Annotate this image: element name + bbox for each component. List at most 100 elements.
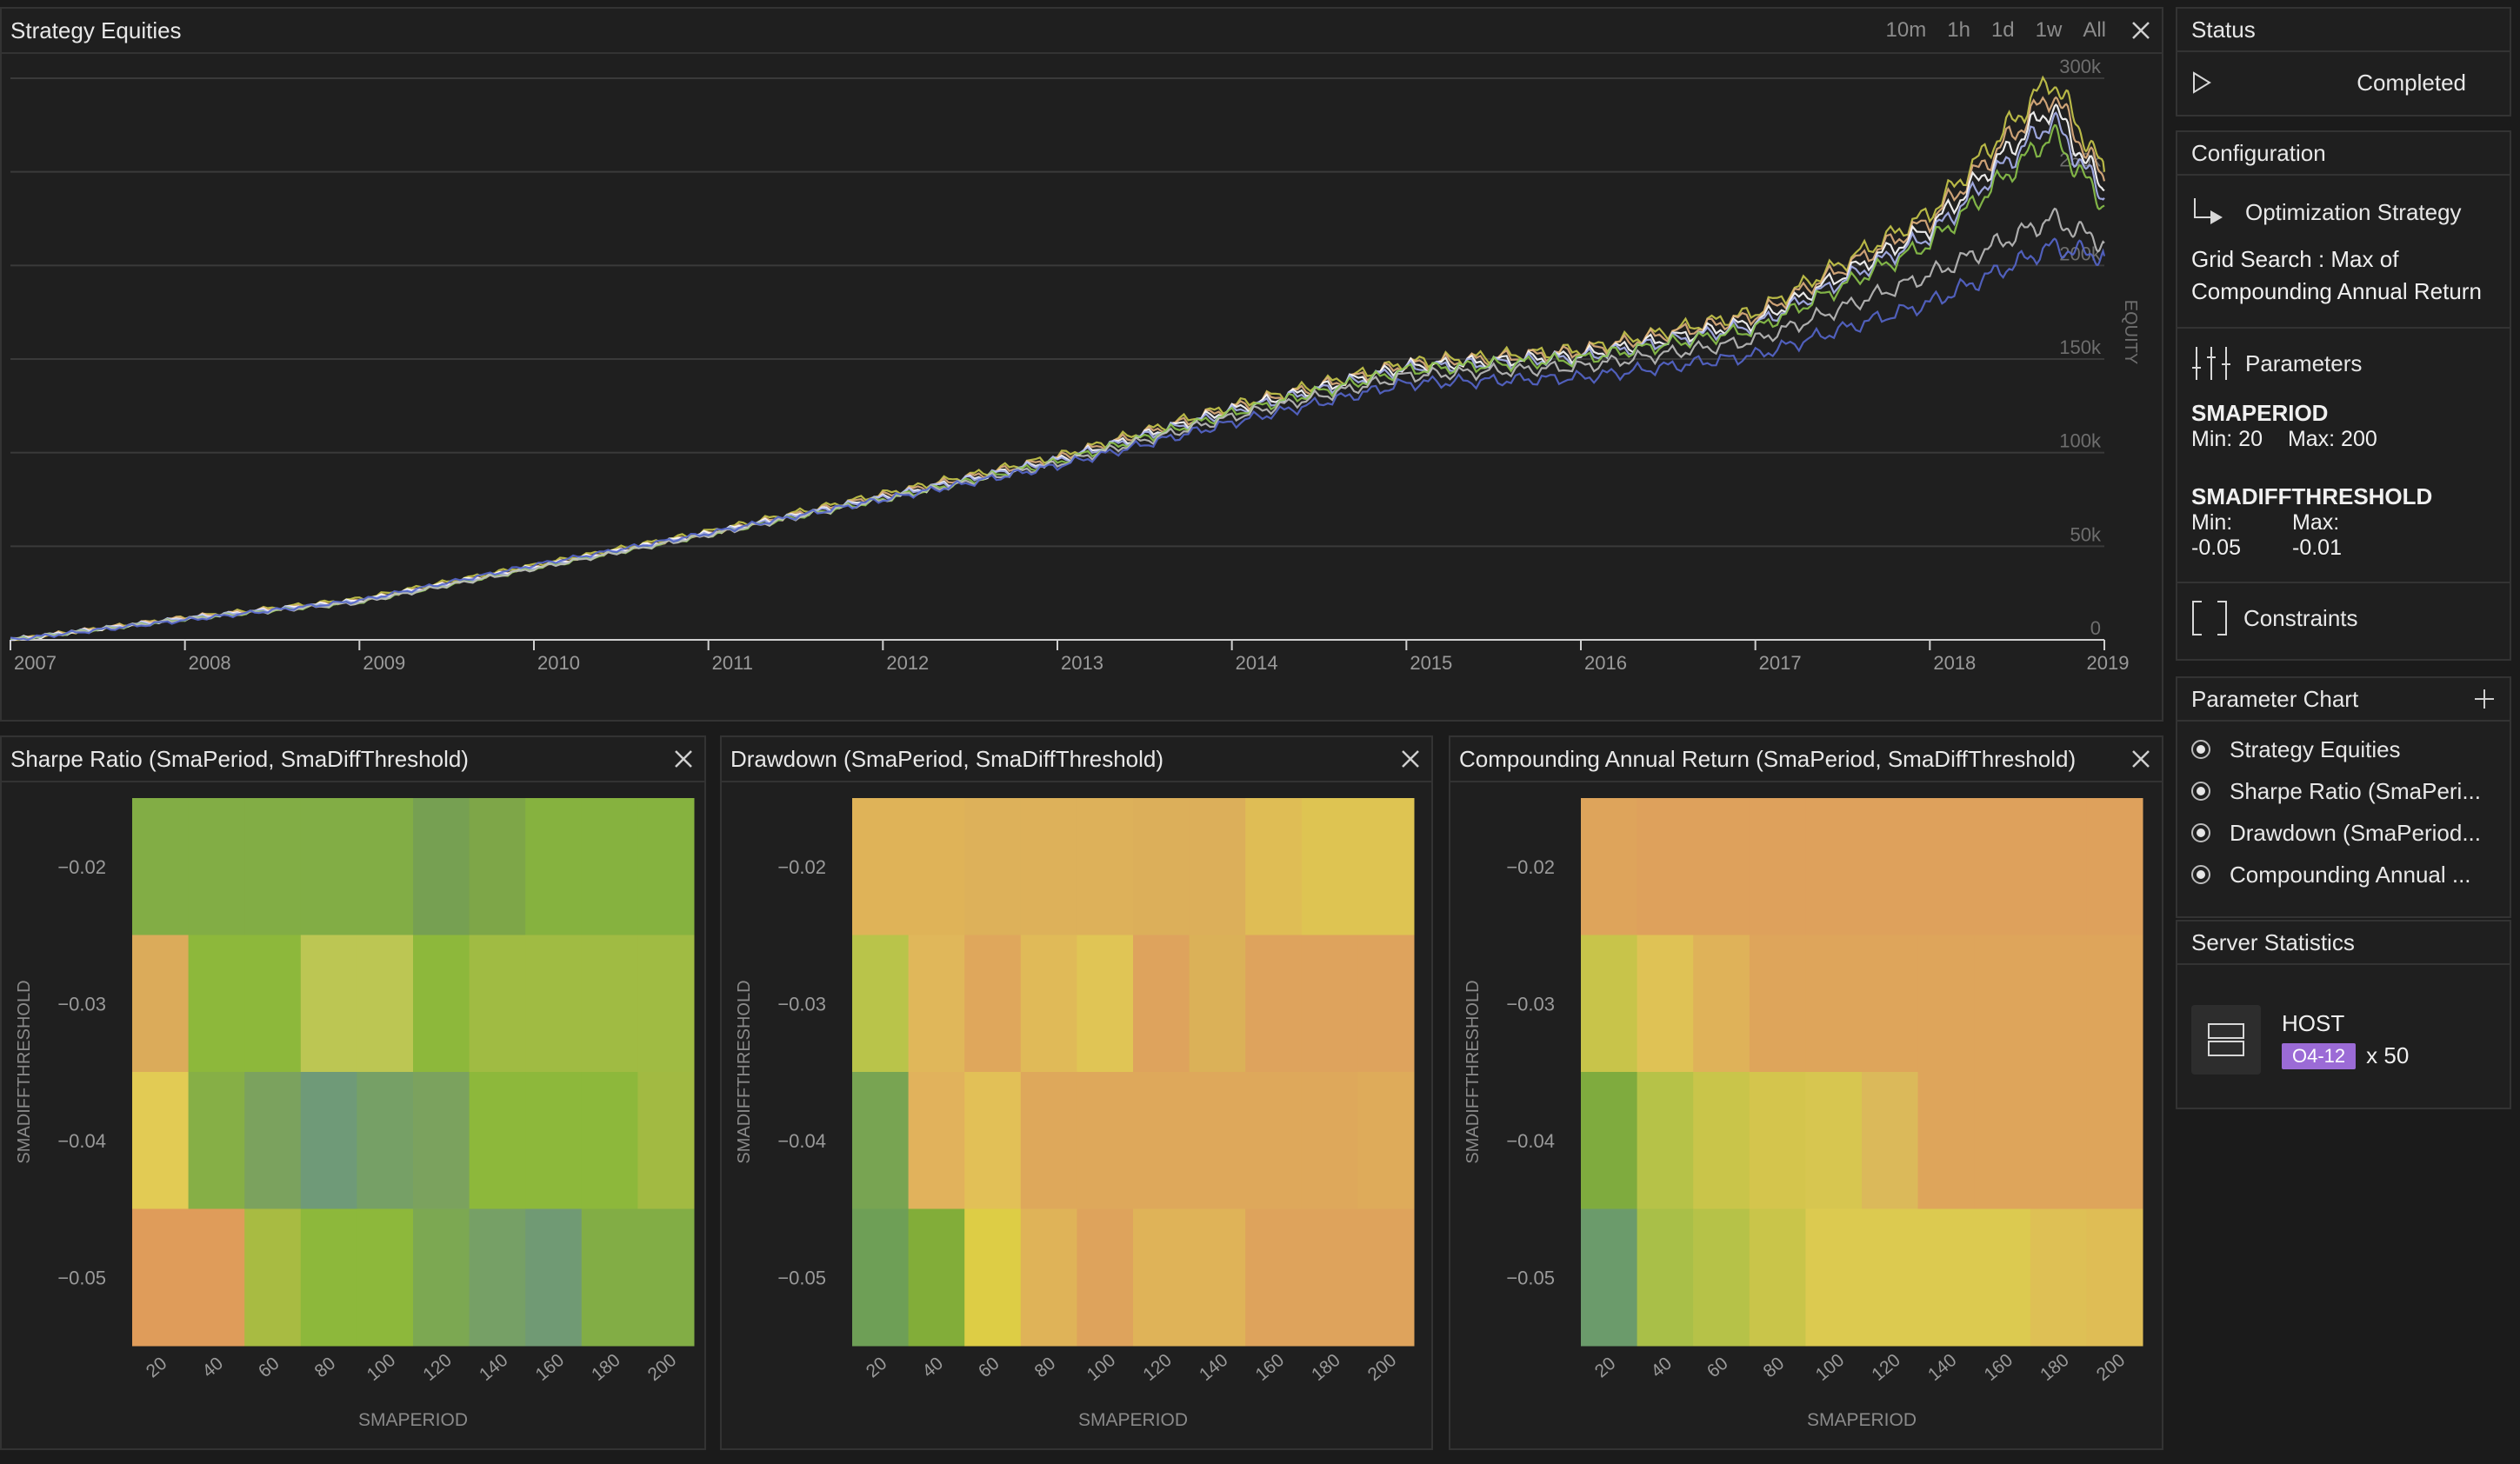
heatmap-cell <box>1917 935 1975 1073</box>
route-arrow-icon <box>2194 198 2223 224</box>
node-badge: O4-12 <box>2282 1042 2357 1069</box>
optimization-strategy-row[interactable]: Optimization Strategy <box>2177 181 2510 243</box>
heatmap-cell <box>1974 1208 2031 1347</box>
y-tick-label: −0.05 <box>777 1267 826 1288</box>
heatmap-cell <box>1133 1208 1190 1347</box>
parameters-row[interactable]: Parameters <box>2177 332 2510 395</box>
heatmap-cell <box>1862 1208 1919 1347</box>
timeframe-1w[interactable]: 1w <box>2035 18 2063 42</box>
x-tick-label: 40 <box>918 1354 947 1382</box>
heatmap-cell <box>1693 798 1750 935</box>
timeframe-1h[interactable]: 1h <box>1947 18 1970 42</box>
heatmap-cell <box>852 798 910 935</box>
heatmap-cell <box>300 935 357 1073</box>
timeframe-1d[interactable]: 1d <box>1990 18 2015 42</box>
plus-icon[interactable] <box>2473 688 2496 710</box>
drawdown-heatmap[interactable]: −0.02 −0.03 −0.04 −0.05 20 40 60 80 100 120 140 160… <box>722 782 1431 1448</box>
heatmap-cell <box>132 1072 190 1209</box>
radio-selected-icon[interactable] <box>2191 865 2210 884</box>
x-tick-label: 2019 <box>2087 652 2130 674</box>
x-tick-label: 60 <box>975 1354 1003 1382</box>
heatmap-cell <box>413 1208 470 1347</box>
timeframe-10m[interactable]: 10m <box>1885 18 1927 42</box>
x-tick-label: 2013 <box>1061 652 1103 674</box>
panel-title: Compounding Annual Return (SmaPeriod, Sm… <box>1459 745 2077 772</box>
divider <box>2177 327 2510 329</box>
y-tick-label: −0.05 <box>1506 1267 1555 1288</box>
x-tick-label: 120 <box>1868 1350 1904 1385</box>
close-icon[interactable] <box>2129 18 2153 43</box>
heatmap-cell <box>964 935 1022 1073</box>
equity-series-line <box>10 237 2106 642</box>
x-tick-label: 100 <box>1812 1350 1849 1385</box>
heatmap-cell <box>581 1208 638 1347</box>
x-tick-label: 160 <box>532 1350 569 1385</box>
heatmap-cell <box>1301 1208 1358 1347</box>
parameter-chart-item[interactable]: Drawdown (SmaPeriod... <box>2177 812 2510 854</box>
x-tick-label: 20 <box>1591 1354 1620 1382</box>
heatmap-cell <box>852 935 910 1073</box>
x-tick-label: 80 <box>1031 1354 1060 1382</box>
radio-selected-icon[interactable] <box>2191 823 2210 842</box>
parameter-chart-item[interactable]: Compounding Annual ... <box>2177 854 2510 895</box>
close-icon[interactable] <box>671 747 696 771</box>
heatmap-cell <box>1077 935 1134 1073</box>
parameter-chart-item[interactable]: Sharpe Ratio (SmaPeri... <box>2177 770 2510 812</box>
parameter-chart-item[interactable]: Strategy Equities <box>2177 729 2510 770</box>
timeframe-all[interactable]: All <box>2083 18 2106 42</box>
equity-series-line <box>10 96 2106 642</box>
sharpe-ratio-heatmap[interactable]: −0.02 −0.03 −0.04 −0.05 20 40 60 80 100 120 140 160… <box>2 782 704 1448</box>
param-smadiffthreshold: SMADIFFTHRESHOLD Min: -0.05 Max: -0.01 <box>2177 483 2510 561</box>
heatmap-cell <box>413 798 470 935</box>
heatmap-cell <box>637 798 695 935</box>
heatmap-cell <box>132 935 190 1073</box>
heatmap-cell <box>2086 798 2143 935</box>
y-tick-label: −0.02 <box>57 856 106 878</box>
heatmap-cell <box>964 798 1022 935</box>
compounding-annual-return-heatmap[interactable]: −0.02 −0.03 −0.04 −0.05 20 40 60 80 100 120 140 160… <box>1450 782 2162 1448</box>
heatmap-cell <box>964 1208 1022 1347</box>
x-tick-label: 2008 <box>189 652 231 674</box>
heatmap-cell <box>1805 1072 1863 1209</box>
heatmap-cell <box>1637 1072 1694 1209</box>
strategy-value-line2: Compounding Annual Return <box>2191 278 2482 304</box>
heatmap-cell <box>300 798 357 935</box>
radio-selected-icon[interactable] <box>2191 782 2210 801</box>
radio-selected-icon[interactable] <box>2191 740 2210 759</box>
divider <box>2177 582 2510 583</box>
x-tick-label: 80 <box>311 1354 340 1382</box>
heatmap-cell <box>1693 1208 1750 1347</box>
status-header: Status <box>2177 9 2510 52</box>
close-icon[interactable] <box>2129 747 2153 771</box>
param-min-block: Min: -0.05 <box>2191 510 2292 561</box>
equity-series-line <box>10 103 2105 642</box>
y-tick-label: −0.05 <box>57 1267 106 1288</box>
heatmap-cell <box>1862 935 1919 1073</box>
y-tick-label: −0.02 <box>777 856 826 878</box>
heatmap-cell <box>300 1072 357 1209</box>
status-text: Completed <box>2357 69 2466 96</box>
equity-series-line <box>10 111 2105 641</box>
heatmap-cell <box>852 1072 910 1209</box>
heatmap-cell <box>1917 1072 1975 1209</box>
heatmap-cell <box>132 798 190 935</box>
heatmap-cell <box>2086 1072 2143 1209</box>
heatmap-cell <box>1974 798 2031 935</box>
x-axis-label: SMAPERIOD <box>1078 1410 1188 1430</box>
heatmap-cell <box>1020 1072 1077 1209</box>
play-icon[interactable] <box>2191 71 2212 94</box>
panel-title: Drawdown (SmaPeriod, SmaDiffThreshold) <box>730 745 1164 772</box>
y-tick-label: −0.02 <box>1506 856 1555 878</box>
heatmap-cell <box>244 1072 302 1209</box>
close-icon[interactable] <box>1398 747 1423 771</box>
heatmap-cell <box>2086 935 2143 1073</box>
heatmap-cell <box>1974 1072 2031 1209</box>
sliders-icon <box>2192 347 2230 380</box>
heatmap-cell <box>1862 798 1919 935</box>
x-tick-label: 2007 <box>14 652 57 674</box>
heatmap-cell <box>581 1072 638 1209</box>
heatmap-cell <box>1020 798 1077 935</box>
constraints-row[interactable]: Constraints <box>2177 587 2510 649</box>
equity-series-line <box>10 207 2105 642</box>
